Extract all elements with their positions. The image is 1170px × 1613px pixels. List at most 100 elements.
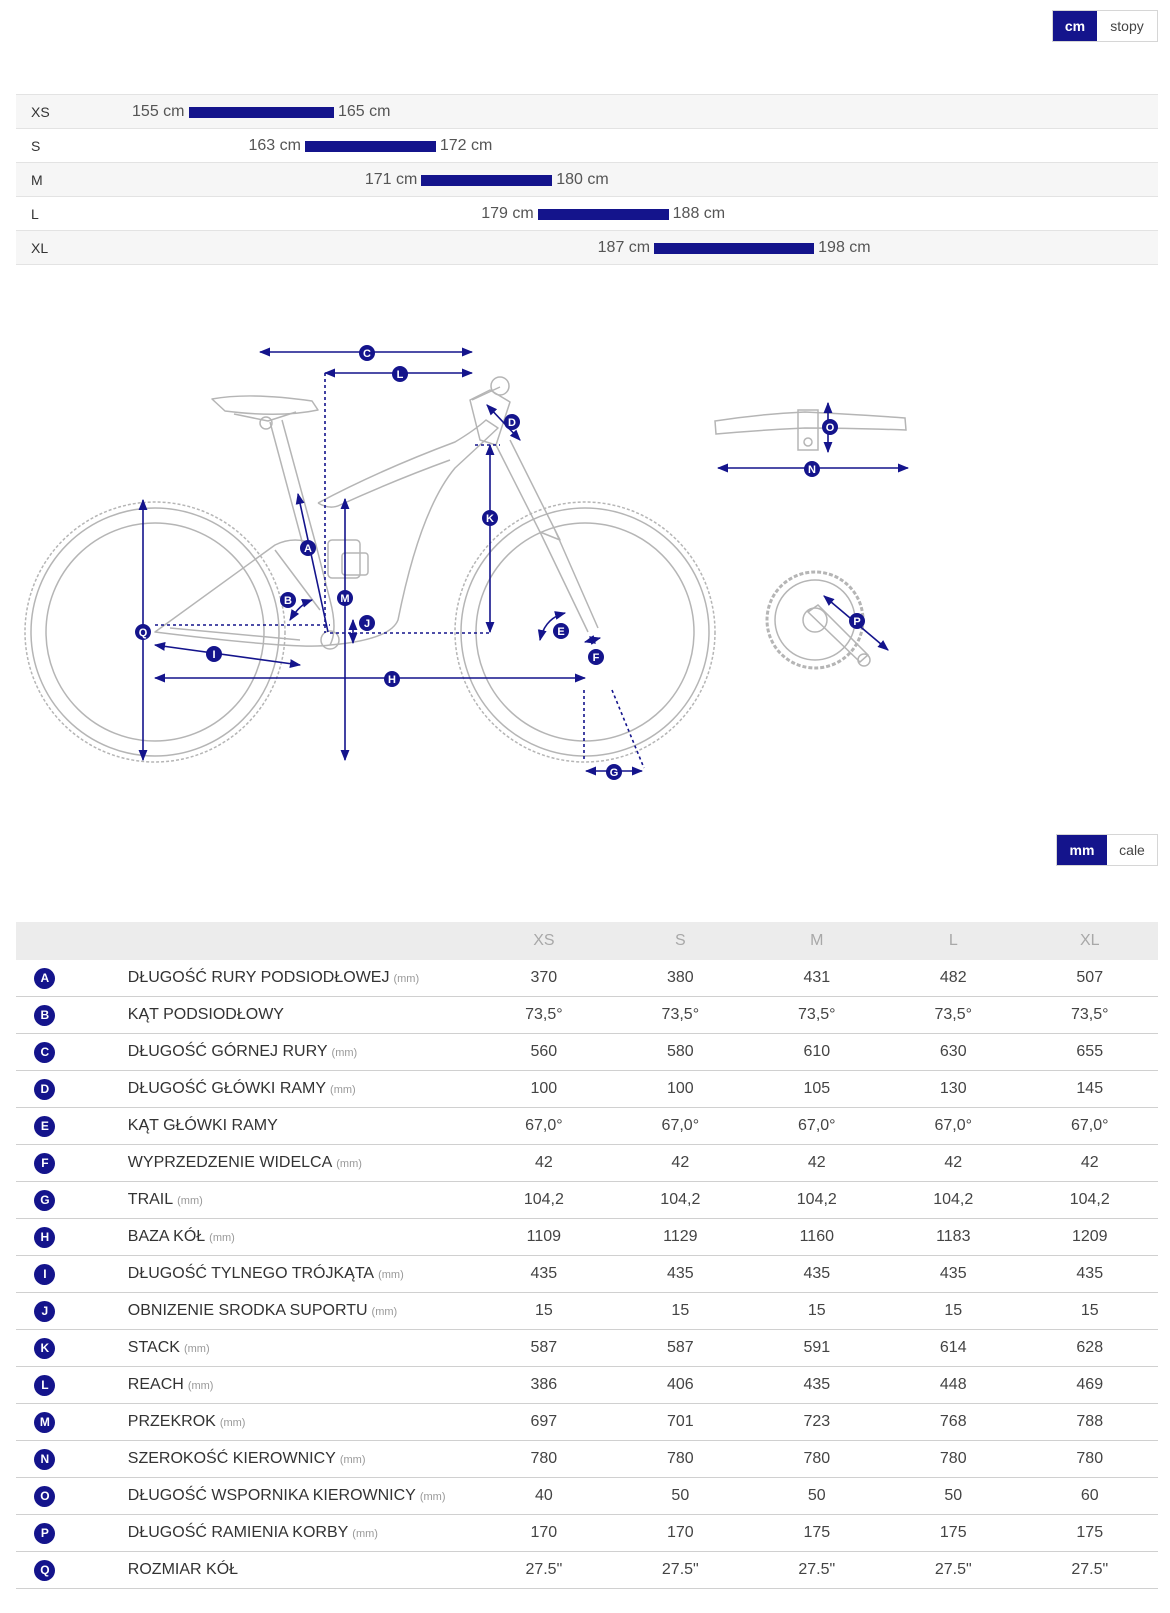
- height-range-bar: [421, 175, 553, 186]
- measurement-value: 507: [1021, 960, 1158, 997]
- geometry-row: K STACK (mm) 587 587 591 614 628: [16, 1329, 1158, 1367]
- measurement-value: 100: [612, 1070, 749, 1108]
- size-header: XL: [1021, 922, 1158, 960]
- svg-text:I: I: [212, 649, 215, 661]
- range-min-label: 155 cm: [132, 103, 185, 120]
- dim-label-c: C: [359, 345, 375, 361]
- unit-inch-button[interactable]: cale: [1107, 835, 1157, 865]
- measurement-value: 105: [748, 1070, 886, 1108]
- measurement-letter-badge: F: [34, 1152, 56, 1174]
- measurement-value: 175: [885, 1514, 1022, 1552]
- unit-mm-button[interactable]: mm: [1057, 835, 1107, 865]
- geometry-row: F WYPRZEDZENIE WIDELCA (mm) 42 42 42 42 42: [16, 1144, 1158, 1182]
- geometry-unit-toggle: mm cale: [1056, 834, 1158, 866]
- measurement-unit: (mm): [331, 1047, 358, 1059]
- measurement-value: 50: [612, 1477, 749, 1515]
- measurement-letter-badge: M: [34, 1411, 56, 1433]
- dim-label-o: O: [822, 419, 838, 435]
- dim-label-g: G: [606, 764, 622, 780]
- svg-text:M: M: [340, 593, 349, 605]
- size-header: M: [748, 922, 886, 960]
- geometry-row: E KĄT GŁÓWKI RAMY 67,0° 67,0° 67,0° 67,0° 67,0…: [16, 1107, 1158, 1145]
- measurement-value: 628: [1021, 1329, 1158, 1367]
- geometry-row: I DŁUGOŚĆ TYLNEGO TRÓJKĄTA (mm) 435 435 435 43…: [16, 1255, 1158, 1293]
- measurement-name: STACK: [127, 1339, 180, 1356]
- dim-label-k: K: [482, 510, 498, 526]
- measurement-name: KĄT PODSIODŁOWY: [127, 1006, 284, 1023]
- range-max-label: 172 cm: [439, 137, 493, 154]
- measurement-value: 42: [748, 1144, 886, 1182]
- measurement-value: 104,2: [1021, 1181, 1158, 1219]
- measurement-value: 768: [885, 1403, 1022, 1441]
- svg-text:G: G: [610, 767, 619, 779]
- measurement-value: 42: [1021, 1144, 1158, 1182]
- measurement-value: 591: [748, 1329, 886, 1367]
- svg-text:O: O: [826, 422, 835, 434]
- measurement-name: ROZMIAR KÓŁ: [127, 1561, 239, 1578]
- dim-label-m: M: [337, 590, 353, 606]
- svg-text:D: D: [508, 417, 516, 429]
- measurement-value: 701: [612, 1403, 749, 1441]
- geometry-row: M PRZEKROK (mm) 697 701 723 768 788: [16, 1403, 1158, 1441]
- measurement-value: 630: [885, 1033, 1022, 1071]
- svg-text:K: K: [486, 513, 494, 525]
- measurement-value: 431: [748, 960, 886, 997]
- dim-label-j: J: [359, 615, 375, 631]
- dim-label-b: B: [280, 592, 296, 608]
- measurement-value: 780: [885, 1440, 1022, 1478]
- measurement-value: 435: [885, 1255, 1022, 1293]
- dimension-labels: A B C D E F G H I J K L M N O P Q: [135, 345, 865, 780]
- measurement-value: 175: [748, 1514, 886, 1552]
- measurement-value: 67,0°: [748, 1107, 886, 1145]
- measurement-value: 386: [475, 1366, 613, 1404]
- measurement-value: 67,0°: [1021, 1107, 1158, 1145]
- unit-cm-button[interactable]: cm: [1053, 11, 1097, 41]
- svg-text:Q: Q: [139, 627, 148, 639]
- measurement-value: 27.5": [475, 1551, 613, 1589]
- measurement-letter-badge: G: [34, 1189, 56, 1211]
- dim-label-h: H: [384, 671, 400, 687]
- measurement-value: 587: [612, 1329, 749, 1367]
- measurement-unit: (mm): [330, 1084, 356, 1096]
- measurement-value: 780: [748, 1440, 886, 1478]
- measurement-value: 50: [748, 1477, 886, 1515]
- geometry-table: XS S M L XL A DŁUGOŚĆ RURY PODSIODŁOWEJ (m…: [16, 922, 1158, 1589]
- measurement-value: 560: [475, 1033, 613, 1071]
- measurement-value: 1109: [475, 1218, 613, 1256]
- dim-label-q: Q: [135, 624, 151, 640]
- measurement-value: 104,2: [885, 1181, 1022, 1219]
- height-range-bar: [537, 209, 669, 220]
- range-max-label: 198 cm: [818, 239, 871, 256]
- range-max-label: 188 cm: [672, 205, 726, 222]
- measurement-name: SZEROKOŚĆ KIEROWNICY: [127, 1450, 336, 1467]
- geometry-row: Q ROZMIAR KÓŁ 27.5" 27.5" 27.5" 27.5" 27.5": [16, 1551, 1158, 1589]
- measurement-letter-badge: Q: [34, 1559, 56, 1581]
- dim-label-n: N: [804, 461, 820, 477]
- measurement-value: 435: [1021, 1255, 1158, 1293]
- dim-label-p: P: [849, 613, 865, 629]
- measurement-unit: (mm): [187, 1380, 214, 1392]
- size-label: S: [31, 138, 41, 154]
- measurement-value: 482: [885, 960, 1022, 997]
- svg-text:J: J: [364, 618, 370, 630]
- measurement-letter-badge: N: [34, 1448, 56, 1470]
- measurement-value: 788: [1021, 1403, 1158, 1441]
- unit-feet-button[interactable]: stopy: [1097, 11, 1157, 41]
- measurement-name: OBNIZENIE SRODKA SUPORTU: [127, 1302, 368, 1319]
- measurement-value: 67,0°: [885, 1107, 1022, 1145]
- measurement-value: 655: [1021, 1033, 1158, 1071]
- measurement-value: 435: [612, 1255, 749, 1293]
- range-min-label: 171 cm: [364, 171, 418, 188]
- measurement-value: 42: [885, 1144, 1022, 1182]
- measurement-value: 780: [612, 1440, 749, 1478]
- svg-text:N: N: [808, 464, 816, 476]
- size-label: XL: [31, 240, 49, 256]
- measurement-name: TRAIL: [127, 1191, 174, 1208]
- geometry-row: A DŁUGOŚĆ RURY PODSIODŁOWEJ (mm) 370 380 431 4…: [16, 960, 1158, 997]
- svg-text:L: L: [397, 369, 404, 381]
- measurement-value: 435: [748, 1255, 886, 1293]
- size-header: L: [885, 922, 1022, 960]
- measurement-letter-badge: O: [34, 1485, 56, 1507]
- measurement-value: 42: [612, 1144, 749, 1182]
- dim-label-i: I: [206, 646, 222, 662]
